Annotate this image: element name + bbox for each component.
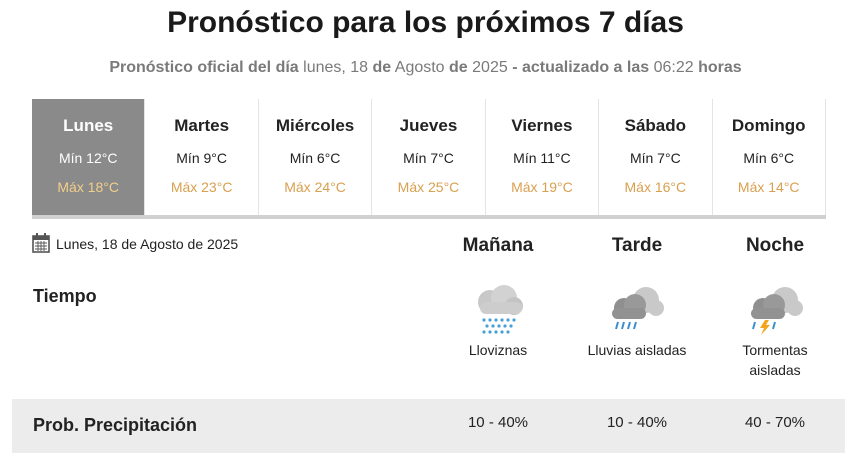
day-min: Mín 7°C <box>629 150 681 166</box>
subtitle-part: horas <box>698 59 742 76</box>
day-min: Mín 11°C <box>513 150 571 166</box>
day-name: Domingo <box>731 116 806 135</box>
precip-value: 40 - 70% <box>744 414 806 431</box>
subtitle: Pronóstico oficial del día lunes, 18 de … <box>0 59 851 77</box>
precip-value: 10 - 40% <box>606 414 668 431</box>
day-tab[interactable]: Lunes Mín 12°C Máx 18°C <box>32 99 146 215</box>
subtitle-part: 06:22 <box>653 59 694 76</box>
day-tab[interactable]: Domingo Mín 6°C Máx 14°C <box>713 99 826 215</box>
day-min: Mín 7°C <box>403 150 454 166</box>
subtitle-part: 2025 <box>472 59 508 76</box>
day-max: Máx 18°C <box>57 179 120 195</box>
day-max: Máx 16°C <box>624 179 687 195</box>
subtitle-part: Pronóstico oficial del día <box>109 59 299 76</box>
day-tabs: Lunes Mín 12°C Máx 18°C Martes Mín 9°C Máx 23… <box>32 99 826 219</box>
condition: Lluvias aisladas <box>587 342 687 358</box>
period-header: Mañana <box>462 235 534 256</box>
condition: Lloviznas <box>468 342 528 358</box>
day-min: Mín 6°C <box>743 150 795 166</box>
day-name: Sábado <box>624 116 687 135</box>
period-header: Noche <box>745 235 805 256</box>
day-tab[interactable]: Viernes Mín 11°C Máx 19°C <box>486 99 600 215</box>
day-min: Mín 6°C <box>289 150 341 166</box>
day-name: Martes <box>174 116 230 135</box>
row-label: Prob. Precipitación <box>33 415 198 435</box>
day-max: Máx 19°C <box>511 179 573 195</box>
day-name: Viernes <box>511 116 573 135</box>
subtitle-part: Agosto <box>394 59 445 76</box>
day-min: Mín 9°C <box>176 150 227 166</box>
day-name: Lunes <box>63 116 114 135</box>
day-max: Máx 14°C <box>737 179 800 195</box>
day-tab[interactable]: Sábado Mín 7°C Máx 16°C <box>599 99 713 215</box>
storm-icon <box>751 287 803 335</box>
day-name: Miércoles <box>275 116 355 135</box>
day-max: Máx 23°C <box>170 179 233 195</box>
subtitle-part: de <box>449 59 468 76</box>
period-header: Tarde <box>611 235 663 256</box>
subtitle-part: - actualizado a las <box>512 59 650 76</box>
condition: Tormentas aisladas <box>742 342 808 378</box>
day-name: Jueves <box>399 116 458 135</box>
rain-icon <box>612 287 664 330</box>
day-tab[interactable]: Miércoles Mín 6°C Máx 24°C <box>259 99 373 215</box>
row-label: Tiempo <box>33 286 97 306</box>
day-max: Máx 25°C <box>397 179 460 195</box>
date: Lunes, 18 de Agosto de 2025 <box>56 236 239 252</box>
title: Pronóstico para los próximos 7 días <box>167 6 684 39</box>
subtitle-part: de <box>372 59 392 76</box>
precip-row <box>12 399 845 453</box>
day-max: Máx 24°C <box>284 179 346 195</box>
day-min: Mín 12°C <box>58 150 118 166</box>
day-tab[interactable]: Jueves Mín 7°C Máx 25°C <box>372 99 486 215</box>
calendar-icon <box>32 233 50 253</box>
drizzle-icon <box>478 285 523 334</box>
precip-value: 10 - 40% <box>467 414 529 431</box>
subtitle-part: lunes, 18 <box>303 59 369 76</box>
day-tab[interactable]: Martes Mín 9°C Máx 23°C <box>145 99 259 215</box>
